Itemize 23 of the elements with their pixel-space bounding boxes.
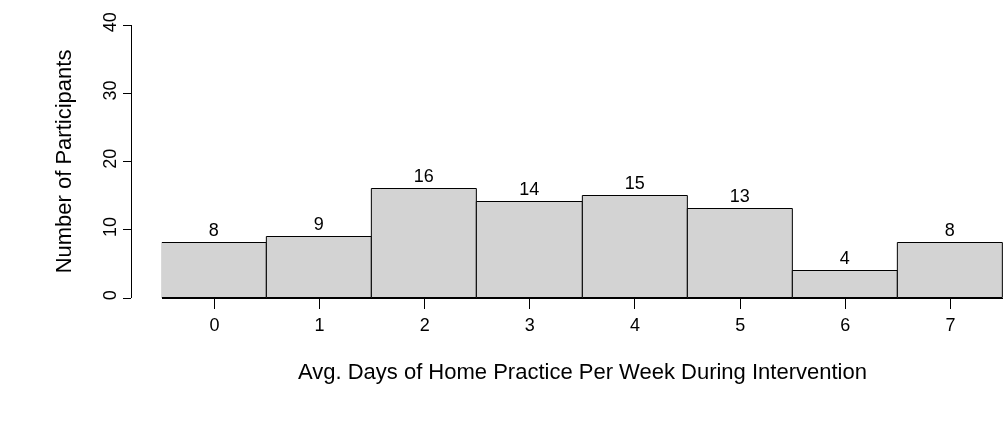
data-label: 8	[944, 219, 955, 240]
data-label: 14	[519, 178, 540, 199]
data-label: 13	[729, 185, 750, 206]
x-axis-title: Avg. Days of Home Practice Per Week During Intervention	[297, 359, 867, 385]
x-tick-label: 4	[629, 314, 640, 335]
y-axis-title: Number of Participants	[51, 49, 77, 274]
x-tick-label: 5	[735, 314, 746, 335]
x-tick-label: 7	[945, 314, 956, 335]
x-tick-label: 3	[524, 314, 535, 335]
y-tick-label: 10	[99, 217, 120, 238]
x-tick-label: 6	[840, 314, 851, 335]
data-label: 9	[313, 213, 324, 234]
y-tick-label: 30	[99, 80, 120, 101]
y-tick-label: 40	[99, 12, 120, 33]
data-label: 4	[839, 247, 850, 268]
x-tick-label: 1	[314, 314, 325, 335]
x-tick-label: 2	[419, 314, 430, 335]
data-label: 16	[413, 165, 434, 186]
data-label: 15	[624, 172, 645, 193]
x-tick-label: 0	[209, 314, 220, 335]
data-label: 8	[208, 219, 219, 240]
y-tick-label: 0	[99, 290, 120, 301]
y-tick-label: 20	[99, 148, 120, 169]
